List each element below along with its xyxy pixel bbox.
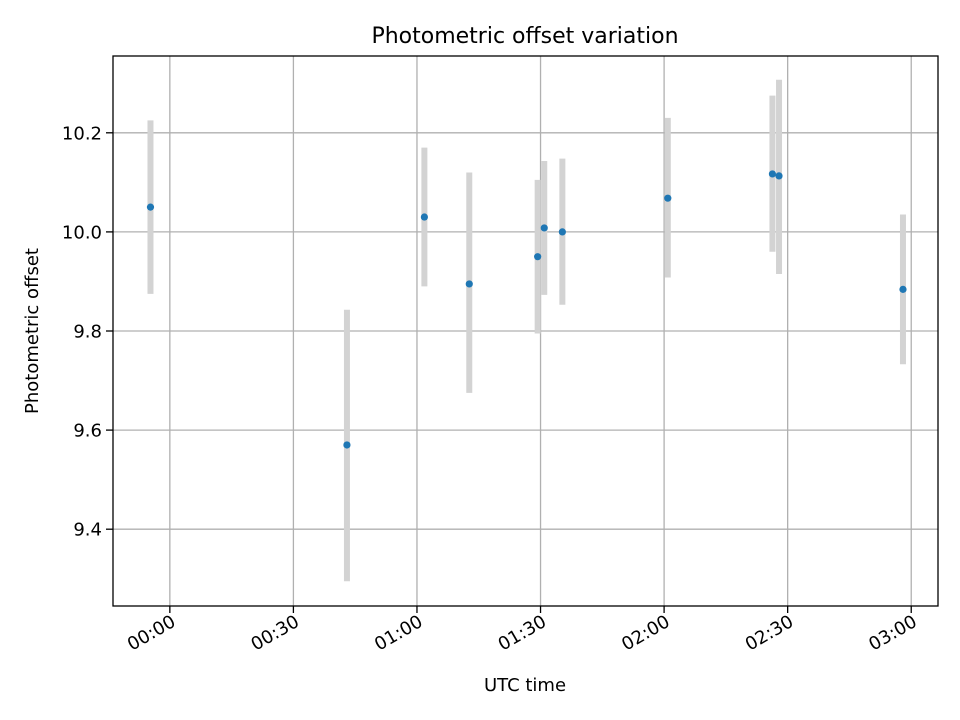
x-tick-label: 01:30	[495, 611, 550, 655]
data-point	[465, 280, 473, 288]
grid	[113, 56, 938, 606]
x-tick-label: 01:00	[371, 611, 426, 655]
data-point	[768, 170, 777, 178]
y-axis-title: Photometric offset	[22, 248, 43, 414]
x-tick-label: 02:30	[742, 611, 797, 655]
x-tick-label: 03:00	[865, 611, 920, 655]
y-tick-label: 9.6	[73, 421, 102, 442]
data-points	[146, 170, 907, 449]
x-tick-label: 02:00	[618, 611, 673, 655]
y-tick-label: 9.4	[73, 520, 102, 541]
data-point	[558, 228, 566, 236]
x-tick-label: 00:00	[124, 611, 179, 655]
data-point	[775, 172, 783, 180]
axis-ticks: 00:00 00:30 01:00 01:30 02:00 02:30 03:00 9.4 9.…	[62, 123, 921, 655]
x-tick-label: 00:30	[247, 611, 302, 655]
y-tick-label: 9.8	[73, 322, 102, 343]
chart-title: Photometric offset variation	[371, 24, 678, 49]
data-point	[899, 285, 907, 293]
data-point	[146, 203, 155, 211]
y-tick-label: 10.0	[62, 222, 102, 243]
data-point	[534, 253, 542, 261]
data-point	[664, 194, 672, 202]
x-axis-title: UTC time	[484, 675, 566, 696]
y-tick-label: 10.2	[62, 123, 102, 144]
data-point	[343, 441, 351, 449]
data-point	[540, 224, 548, 232]
data-point	[420, 213, 428, 221]
